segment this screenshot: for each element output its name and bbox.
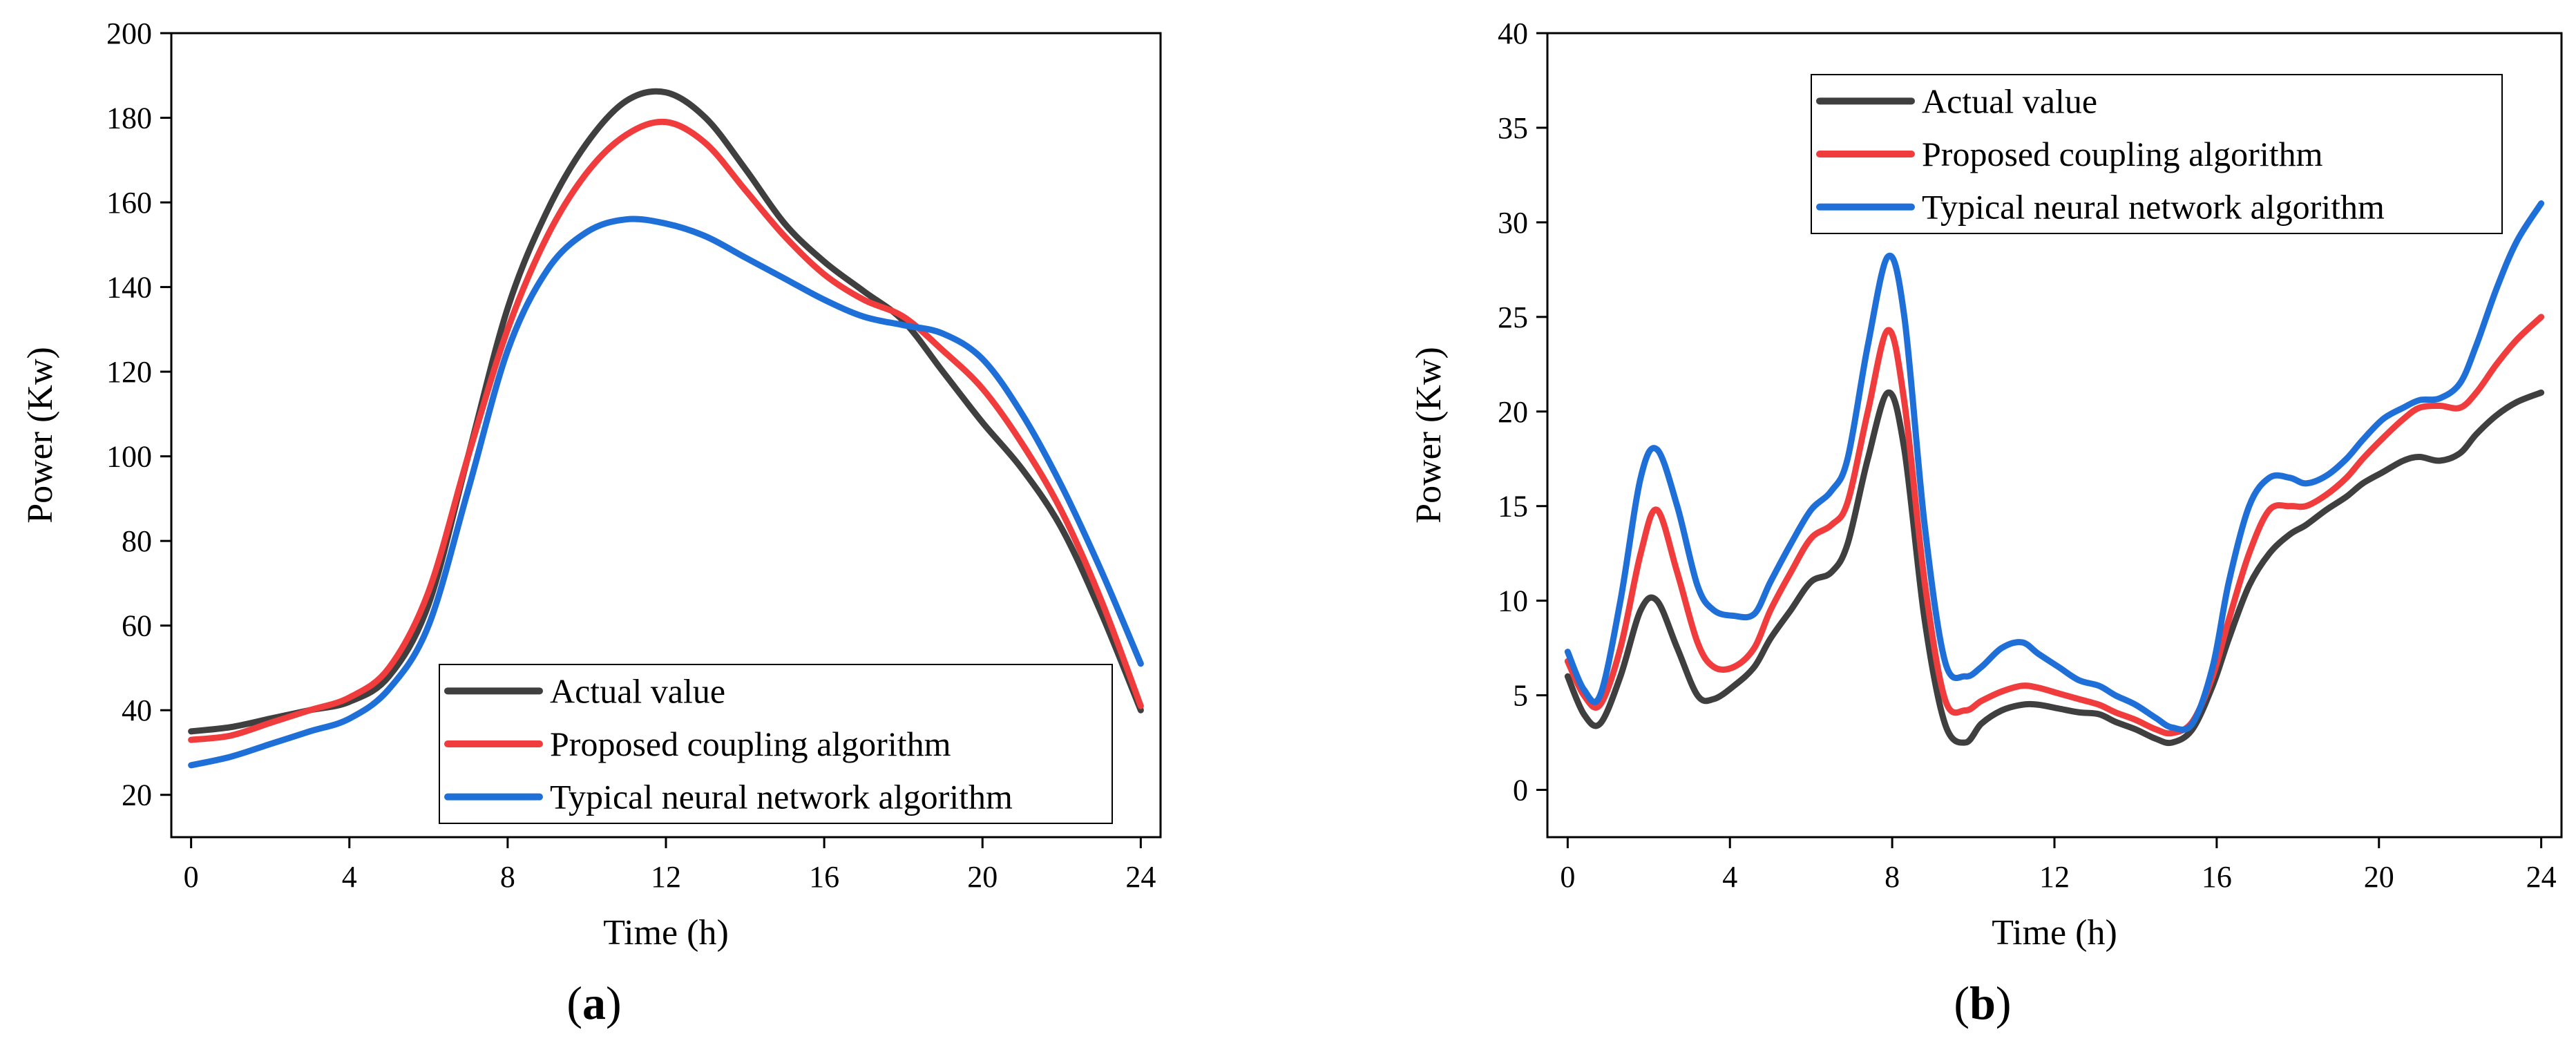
x-tick-label: 4 bbox=[1722, 860, 1737, 894]
series-line-proposed-coupling-algorithm bbox=[188, 118, 1144, 743]
x-tick-label: 16 bbox=[2202, 860, 2232, 894]
legend-label: Actual value bbox=[1922, 82, 2097, 120]
legend-box bbox=[1811, 74, 2503, 234]
y-tick-label: 5 bbox=[1513, 679, 1528, 713]
y-tick-label: 180 bbox=[106, 102, 152, 135]
x-axis-label: Time (h) bbox=[603, 913, 729, 953]
y-axis-label: Power (Kw) bbox=[21, 347, 60, 524]
x-tick-label: 8 bbox=[500, 860, 515, 894]
series-line-typical-neural-network-algorithm bbox=[188, 216, 1144, 769]
y-tick-label: 200 bbox=[106, 17, 152, 50]
legend: Actual value Proposed coupling algorithm T… bbox=[1811, 74, 2503, 234]
series-line-actual-value bbox=[1564, 389, 2545, 747]
y-tick-label: 20 bbox=[1498, 395, 1528, 429]
x-tick-label: 20 bbox=[2364, 860, 2394, 894]
x-tick-label: 20 bbox=[967, 860, 998, 894]
legend-box bbox=[439, 664, 1113, 824]
x-tick-label: 0 bbox=[184, 860, 199, 894]
y-tick-label: 20 bbox=[122, 778, 152, 812]
y-tick-label: 60 bbox=[122, 609, 152, 643]
y-tick-label: 10 bbox=[1498, 584, 1528, 618]
x-tick-label: 12 bbox=[651, 860, 681, 894]
x-tick-label: 4 bbox=[342, 860, 357, 894]
y-tick-label: 80 bbox=[122, 524, 152, 558]
y-tick-label: 40 bbox=[122, 693, 152, 727]
legend-label: Typical neural network algorithm bbox=[550, 778, 1013, 816]
y-tick-label: 120 bbox=[106, 355, 152, 389]
y-tick-label: 35 bbox=[1498, 111, 1528, 145]
figure-label-b: (b) bbox=[1954, 977, 2011, 1029]
y-axis-label: Power (Kw) bbox=[1409, 347, 1449, 524]
series-line-typical-neural-network-algorithm bbox=[1564, 200, 2545, 733]
figure-label-a: (a) bbox=[566, 977, 621, 1029]
series-line-proposed-coupling-algorithm bbox=[1564, 314, 2545, 737]
legend: Actual value Proposed coupling algorithm T… bbox=[439, 664, 1113, 824]
x-tick-label: 0 bbox=[1560, 860, 1575, 894]
legend-label: Proposed coupling algorithm bbox=[1922, 135, 2323, 173]
legend-label: Actual value bbox=[550, 671, 725, 710]
y-tick-label: 40 bbox=[1498, 17, 1528, 50]
series-line-actual-value bbox=[188, 88, 1144, 735]
y-tick-label: 15 bbox=[1498, 490, 1528, 524]
y-tick-label: 160 bbox=[106, 186, 152, 220]
legend-label: Typical neural network algorithm bbox=[1922, 188, 2385, 227]
x-tick-label: 8 bbox=[1885, 860, 1900, 894]
x-axis-label: Time (h) bbox=[1992, 913, 2117, 953]
chart-b: 0 4 8 12 16 20 24 0 5 10 15 20 25 30 35 40 Time (h) Power… bbox=[1409, 17, 2563, 953]
x-tick-label: 24 bbox=[1125, 860, 1156, 894]
x-tick-label: 24 bbox=[2526, 860, 2557, 894]
y-tick-label: 30 bbox=[1498, 206, 1528, 240]
x-tick-label: 16 bbox=[809, 860, 839, 894]
y-tick-label: 0 bbox=[1513, 774, 1528, 807]
x-tick-label: 12 bbox=[2039, 860, 2070, 894]
chart-a: 0 4 8 12 16 20 24 20 40 60 80 100 120 140 160 180 200 Tim… bbox=[21, 17, 1162, 953]
y-tick-label: 100 bbox=[106, 440, 152, 474]
y-tick-label: 140 bbox=[106, 271, 152, 305]
legend-label: Proposed coupling algorithm bbox=[550, 725, 951, 763]
y-tick-label: 25 bbox=[1498, 300, 1528, 334]
